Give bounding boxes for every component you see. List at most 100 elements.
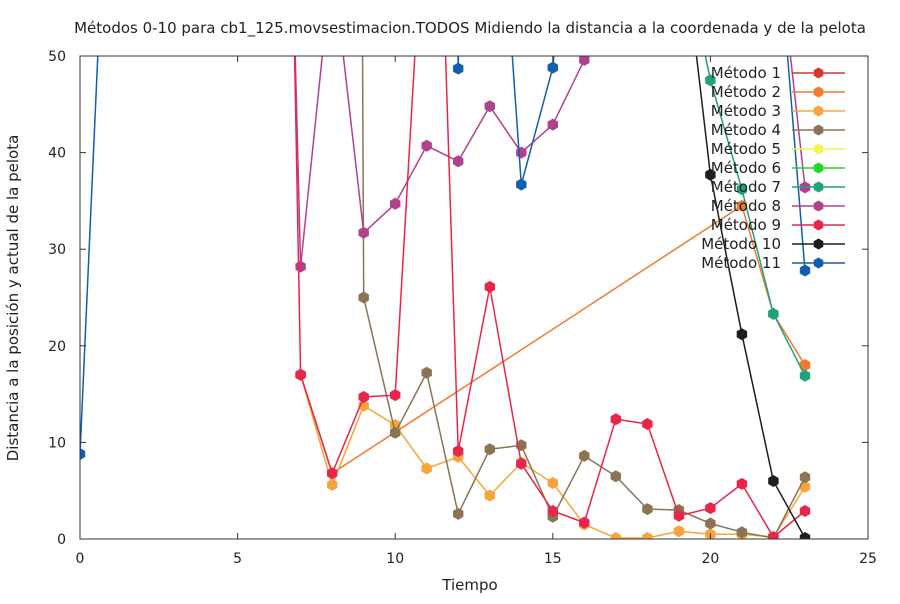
legend-label: Método 11 [701,254,781,272]
legend-item: Método 10 [701,235,845,253]
data-point [799,471,811,484]
data-point [768,307,779,320]
data-point [390,389,401,402]
series-9 [293,56,811,539]
data-point [453,62,464,75]
legend-swatch-marker [813,181,824,193]
chart-title: Métodos 0-10 para cb1_125.movsestimacion… [74,19,866,38]
legend-label: Método 10 [701,235,781,253]
legend-swatch-marker [813,86,824,98]
data-point [705,74,716,87]
data-point [705,168,716,181]
legend-swatch-marker [813,162,824,174]
data-point [295,368,306,381]
data-point [516,457,527,470]
series-4 [358,56,811,539]
data-point [642,418,653,430]
data-point [799,264,811,277]
x-tick-label: 15 [544,551,562,567]
y-tick-label: 40 [48,146,66,162]
series-10 [695,56,811,539]
legend-swatch-marker [813,143,824,155]
data-point [610,413,621,426]
legend-item: Método 2 [711,83,845,101]
data-point [327,478,338,491]
legend-swatch-marker [813,238,824,250]
data-point [673,509,685,522]
legend-item: Método 11 [701,254,845,272]
legend-item: Método 3 [711,102,845,120]
data-point [799,359,811,372]
data-point [579,449,590,462]
data-point [768,531,779,539]
data-point [295,260,306,273]
data-point [799,505,811,517]
legend-swatch-marker [813,257,824,269]
data-point [736,328,748,341]
x-tick-label: 0 [76,551,85,567]
data-point [579,516,590,529]
data-point [799,369,811,382]
x-tick-label: 10 [386,551,404,567]
data-point [768,475,779,487]
legend-label: Método 6 [711,159,781,177]
y-tick-label: 30 [48,242,66,258]
data-point [547,477,558,489]
data-point [610,470,621,483]
data-point [736,199,748,212]
data-point [673,525,685,538]
y-axis-title: Distancia a la posición y actual de la p… [4,135,22,462]
legend-swatch-marker [813,124,824,136]
data-point [610,532,621,539]
data-point [484,100,495,113]
data-point [799,532,811,539]
legend-label: Método 9 [711,216,781,234]
series-layer [80,56,811,539]
legend-swatch-marker [813,200,824,212]
data-point [327,467,338,480]
legend-item: Método 6 [711,159,845,177]
data-point [484,280,495,293]
data-point [358,291,369,304]
data-point [547,118,558,131]
series-7 [704,56,811,382]
legend-item: Método 1 [711,64,845,82]
data-point [358,226,369,239]
data-point [421,366,432,379]
data-point [80,448,86,460]
x-axis-title: Tiempo [441,576,497,594]
legend-label: Método 7 [711,178,781,196]
data-point [642,503,653,516]
y-tick-label: 50 [48,49,66,65]
y-tick-label: 20 [48,339,66,355]
legend-label: Método 3 [711,102,781,120]
legend-label: Método 4 [711,121,781,139]
x-tick-label: 25 [859,551,877,567]
legend-label: Método 1 [711,64,781,82]
legend-label: Método 5 [711,140,781,158]
data-point [484,443,495,456]
axis-layer: 0 5 10 15 20 25 0 10 20 30 40 50 [48,49,877,567]
data-point [421,462,432,475]
data-point [358,391,369,403]
legend-item: Método 5 [711,140,845,158]
plot-frame [79,55,869,540]
data-point [547,61,558,74]
x-tick-label: 5 [233,551,242,567]
legend-item: Método 7 [711,178,845,196]
series-line [294,56,806,267]
data-point [736,183,748,196]
legend-item: Método 8 [711,197,845,215]
data-point [516,178,527,191]
legend-swatch-marker [813,105,824,117]
data-point [705,517,716,530]
y-tick-label: 0 [57,532,66,548]
data-point [579,56,590,66]
legend-swatch-marker [813,219,824,231]
data-point [547,505,558,517]
legend-label: Método 2 [711,83,781,101]
data-point [390,197,401,210]
